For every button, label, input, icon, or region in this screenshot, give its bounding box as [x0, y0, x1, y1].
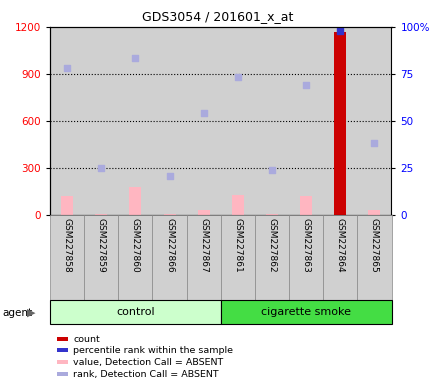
Bar: [368, 210, 379, 215]
Text: GSM227858: GSM227858: [62, 218, 72, 272]
Point: [268, 167, 275, 173]
Bar: [231, 195, 243, 215]
Text: GSM227862: GSM227862: [267, 218, 276, 272]
Bar: [50, 300, 220, 324]
Point: [200, 110, 207, 116]
Text: value, Detection Call = ABSENT: value, Detection Call = ABSENT: [73, 358, 223, 367]
Bar: [152, 215, 186, 300]
Bar: [56, 337, 68, 341]
Bar: [118, 27, 152, 215]
Text: GSM227864: GSM227864: [335, 218, 344, 272]
Point: [98, 165, 105, 171]
Bar: [56, 372, 68, 376]
Bar: [61, 196, 73, 215]
Bar: [254, 215, 289, 300]
Bar: [118, 215, 152, 300]
Bar: [289, 215, 322, 300]
Bar: [197, 210, 209, 215]
Text: GSM227865: GSM227865: [369, 218, 378, 272]
Text: GSM227861: GSM227861: [233, 218, 242, 272]
Text: GSM227860: GSM227860: [131, 218, 140, 272]
Bar: [186, 27, 220, 215]
Bar: [129, 187, 141, 215]
Text: GSM227859: GSM227859: [96, 218, 105, 272]
Point: [370, 140, 377, 146]
Bar: [56, 360, 68, 364]
Point: [234, 74, 241, 80]
Bar: [152, 27, 186, 215]
Bar: [334, 32, 345, 215]
Bar: [95, 214, 107, 215]
Text: cigarette smoke: cigarette smoke: [260, 307, 350, 317]
Bar: [357, 215, 391, 300]
Point: [166, 173, 173, 179]
Bar: [322, 215, 357, 300]
Text: count: count: [73, 335, 100, 344]
Bar: [322, 27, 357, 215]
Text: agent: agent: [2, 308, 32, 318]
Point: [302, 82, 309, 88]
Point: [63, 65, 70, 71]
Text: GSM227866: GSM227866: [164, 218, 174, 272]
Bar: [50, 215, 84, 300]
Text: ▶: ▶: [27, 308, 36, 318]
Bar: [220, 215, 254, 300]
Bar: [84, 215, 118, 300]
Text: rank, Detection Call = ABSENT: rank, Detection Call = ABSENT: [73, 370, 218, 379]
Bar: [186, 215, 220, 300]
Text: percentile rank within the sample: percentile rank within the sample: [73, 346, 233, 355]
Bar: [56, 348, 68, 353]
Bar: [266, 214, 277, 215]
Bar: [254, 27, 289, 215]
Bar: [50, 27, 84, 215]
Bar: [220, 27, 254, 215]
Point: [132, 55, 138, 61]
Text: GSM227867: GSM227867: [199, 218, 208, 272]
Bar: [220, 300, 391, 324]
Text: GSM227863: GSM227863: [301, 218, 310, 272]
Bar: [163, 214, 175, 215]
Point: [336, 28, 343, 34]
Bar: [84, 27, 118, 215]
Bar: [289, 27, 322, 215]
Bar: [299, 196, 311, 215]
Text: control: control: [116, 307, 155, 317]
Bar: [357, 27, 391, 215]
Text: GDS3054 / 201601_x_at: GDS3054 / 201601_x_at: [141, 10, 293, 23]
